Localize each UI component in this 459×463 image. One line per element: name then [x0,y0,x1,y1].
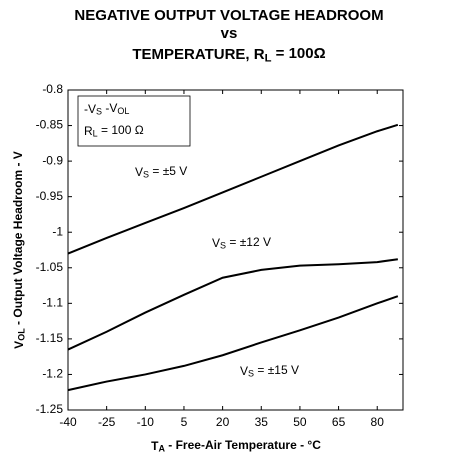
y-tick-label: -1.25 [36,402,64,416]
text-run: TEMPERATURE, R [132,46,264,63]
y-tick-label: -1.1 [42,296,63,310]
subscript: S [220,241,226,251]
text-run: V [240,364,248,378]
text-run: vs [221,25,238,42]
subscript: L [265,52,272,64]
annotation: RL​ = 100 Ω [84,123,144,139]
text-run: NEGATIVE OUTPUT VOLTAGE HEADROOM [74,7,383,24]
y-tick-label: -1.05 [36,260,64,274]
subscript: L [93,129,98,139]
text-run: -V [102,101,117,115]
subscript: S [96,107,102,117]
label-bg [209,235,274,253]
x-tick-label: -25 [98,415,116,429]
chart-title: vs [221,25,238,42]
text-run: -V [84,102,96,116]
subscript: A [158,444,165,454]
y-tick-label: -1 [52,224,63,238]
text-run: T [151,439,159,453]
series-label: VS​ = ±12 V [212,235,271,251]
x-tick-label: 35 [255,415,269,429]
text-run: = ±15 V [254,363,299,377]
x-axis-label: TA​ - Free-Air Temperature - °C [151,438,321,454]
series-line [67,123,399,255]
series-line [67,295,399,392]
series-label: VS​ = ±15 V [240,363,299,379]
subscript: S [248,369,254,379]
text-run: = ±12 V [226,235,271,249]
subscript: OL [117,106,129,116]
y-tick-label: -1.15 [36,331,64,345]
series-line [67,258,398,351]
x-tick-label: 20 [216,415,230,429]
x-tick-label: 65 [332,415,346,429]
text-run: - Output Voltage Headroom - V [11,151,25,328]
text-run: = ±5 V [149,164,187,178]
y-tick-label: -0.8 [42,82,63,96]
y-tick-label: -0.85 [36,118,64,132]
series-label: VS​ = ±5 V [135,164,187,180]
text-run: V [135,165,143,179]
chart-title: NEGATIVE OUTPUT VOLTAGE HEADROOM [74,7,383,24]
subscript: OL [17,328,27,341]
text-run: - Free-Air Temperature - °C [165,438,321,452]
x-tick-label: 80 [371,415,385,429]
x-tick-label: 50 [293,415,307,429]
label-bg [132,164,191,182]
chart-title: TEMPERATURE, RL​ = 100Ω [132,45,325,65]
y-tick-label: -0.9 [42,153,63,167]
x-tick-label: -10 [137,415,155,429]
y-axis-label: VOL​ - Output Voltage Headroom - V [11,151,27,349]
text-run: = 100 Ω [98,123,144,137]
y-tick-label: -1.2 [42,367,63,381]
text-run: = 100Ω [271,45,325,62]
plot-frame [67,89,404,411]
label-bg [237,363,302,381]
text-run: V [212,236,220,250]
text-run: V [12,341,26,349]
subscript: S [143,170,149,180]
annotation-box [77,95,191,147]
text-run: R [84,124,93,138]
annotation: -VS​ -VOL​ [84,101,129,117]
y-tick-label: -0.95 [36,189,64,203]
x-tick-label: -40 [59,415,77,429]
x-tick-label: 5 [181,415,188,429]
